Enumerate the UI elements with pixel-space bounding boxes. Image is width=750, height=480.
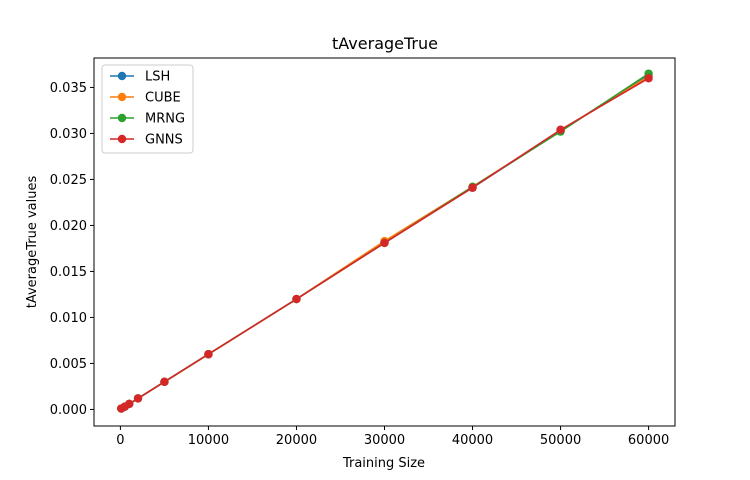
x-tick-label: 0 <box>116 433 124 448</box>
x-tick-label: 60000 <box>628 433 669 448</box>
data-point-gnns <box>204 350 213 359</box>
x-tick-label: 40000 <box>452 433 493 448</box>
legend-box <box>101 64 194 154</box>
y-tick-label: 0.025 <box>50 173 87 188</box>
legend-marker-mrng <box>117 113 127 123</box>
legend-item-lsh: LSH <box>110 70 170 85</box>
series-gnns <box>117 74 653 413</box>
data-point-gnns <box>160 377 169 387</box>
x-tick-label: 50000 <box>540 433 581 448</box>
y-tick-label: 0.020 <box>50 219 87 234</box>
data-point-gnns <box>292 294 301 304</box>
x-tick-label: 20000 <box>276 433 317 448</box>
y-axis-ticks: 0.000 0.005 0.010 0.015 0.020 0.025 0.030 0.035 <box>50 81 94 418</box>
x-axis-title: Training Size <box>342 456 425 471</box>
y-tick-label: 0.000 <box>50 403 87 418</box>
data-point-gnns <box>644 74 653 83</box>
data-point-gnns <box>125 399 134 409</box>
y-tick-label: 0.030 <box>50 127 87 142</box>
legend-item-mrng: MRNG <box>110 112 185 127</box>
y-tick-label: 0.035 <box>50 81 87 96</box>
legend-item-gnns: GNNS <box>110 133 183 148</box>
legend-label-gnns: GNNS <box>145 133 183 148</box>
legend-label-mrng: MRNG <box>145 112 185 127</box>
data-point-gnns <box>468 183 477 192</box>
data-point-gnns <box>133 394 143 403</box>
y-tick-label: 0.005 <box>50 357 87 372</box>
legend-label-lsh: LSH <box>145 70 170 85</box>
legend-marker-cube <box>117 92 127 102</box>
x-axis-ticks: 0 10000 20000 30000 40000 50000 60000 <box>116 426 669 448</box>
legend: LSH CUBE MRNG GNNS <box>101 64 194 154</box>
y-tick-label: 0.015 <box>50 265 87 280</box>
x-tick-label: 30000 <box>364 433 405 448</box>
legend-label-cube: CUBE <box>145 91 181 106</box>
legend-marker-gnns <box>117 134 127 144</box>
y-axis-title: tAverageTrue values <box>25 176 40 309</box>
legend-item-cube: CUBE <box>110 91 181 106</box>
y-tick-label: 0.010 <box>50 311 87 326</box>
series-layer <box>117 69 653 413</box>
x-tick-label: 10000 <box>188 433 229 448</box>
data-point-gnns <box>556 125 565 134</box>
data-point-gnns <box>380 238 389 248</box>
legend-marker-lsh <box>117 71 127 81</box>
chart-title: tAverageTrue <box>332 34 438 53</box>
